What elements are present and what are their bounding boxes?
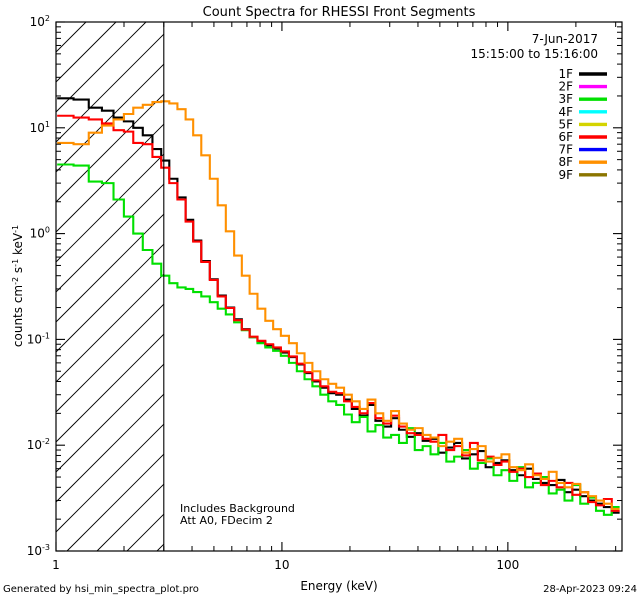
observation-info: 7-Jun-2017 15:15:00 to 15:16:00	[471, 32, 598, 61]
y-label-sup-3: -1	[11, 225, 20, 233]
y-tick-label: 102	[30, 14, 50, 29]
hatch-line	[55, 333, 165, 443]
hatch-line	[55, 363, 165, 473]
x-axis-label: Energy (keV)	[300, 579, 377, 593]
legend-label-3F: 3F	[558, 92, 573, 106]
y-tick-mantissa: 10	[27, 332, 42, 346]
y-tick-mantissa: 10	[27, 544, 42, 558]
svg-text:counts cm-2 s-1 keV-1: counts cm-2 s-1 keV-1	[11, 225, 25, 347]
hatch-line	[55, 63, 165, 173]
hatch-line	[55, 213, 165, 323]
footer-generated-by: Generated by hsi_min_spectra_plot.pro	[3, 584, 199, 595]
hatch-line	[55, 303, 165, 413]
x-axis-ticks: 1 10 100	[52, 22, 617, 572]
y-tick-mantissa: 10	[30, 227, 45, 241]
legend-label-7F: 7F	[558, 143, 573, 157]
hatch-line	[55, 33, 165, 143]
y-tick-mantissa: 10	[27, 438, 42, 452]
y-tick-exponent: -3	[42, 543, 50, 552]
series-line-1F	[57, 97, 620, 514]
hatch-line	[55, 153, 165, 263]
legend-label-5F: 5F	[558, 117, 573, 131]
x-tick-label: 1	[52, 558, 60, 572]
y-axis-label: counts cm-2 s-1 keV-1	[11, 225, 25, 347]
observation-date: 7-Jun-2017	[532, 32, 598, 46]
note-includes-background: Includes Background	[180, 502, 295, 515]
hatch-line	[66, 453, 165, 552]
y-tick-label: 101	[30, 120, 50, 135]
hatch-line	[156, 543, 165, 552]
y-tick-label: 100	[30, 226, 50, 241]
hatch-line	[55, 243, 165, 353]
series-line-6F	[57, 114, 620, 512]
hatch-line	[55, 273, 165, 383]
hatch-line	[126, 513, 165, 552]
series-line-3F	[57, 163, 620, 516]
y-tick-exponent: 1	[45, 120, 50, 129]
footer-timestamp: 28-Apr-2023 09:24	[543, 584, 637, 595]
x-tick-label: 100	[496, 558, 519, 572]
low-energy-hatched-region	[55, 21, 165, 552]
hatch-line	[55, 123, 165, 233]
y-label-part-2: s	[11, 267, 25, 277]
hatch-line	[55, 21, 147, 113]
series-line-8F	[57, 100, 620, 510]
plot-frame	[55, 21, 623, 552]
legend-label-2F: 2F	[558, 80, 573, 94]
y-tick-mantissa: 10	[30, 121, 45, 135]
y-tick-exponent: 2	[45, 14, 50, 23]
y-label-sup-2: -1	[11, 259, 20, 267]
y-label-sup-1: -2	[11, 277, 20, 285]
hatch-line	[55, 423, 165, 533]
y-label-part-1: counts cm	[11, 285, 25, 347]
legend-label-8F: 8F	[558, 155, 573, 169]
hatch-line	[55, 21, 87, 53]
hatch-line	[55, 183, 165, 293]
plot-notes: Includes Background Att A0, FDecim 2	[180, 502, 295, 527]
y-label-part-3: keV	[11, 232, 25, 259]
y-tick-exponent: -1	[42, 331, 50, 340]
y-tick-label: 10-2	[27, 437, 50, 452]
x-tick-label: 10	[274, 558, 289, 572]
chart-title: Count Spectra for RHESSI Front Segments	[203, 5, 476, 20]
y-tick-exponent: -2	[42, 437, 50, 446]
hatch-line	[55, 393, 165, 503]
spectra-series-group	[57, 97, 620, 516]
legend-label-9F: 9F	[558, 168, 573, 182]
hatch-line	[96, 483, 165, 552]
y-tick-label: 10-1	[27, 331, 50, 346]
legend-label-1F: 1F	[558, 67, 573, 81]
y-tick-label: 10-3	[27, 543, 50, 558]
y-tick-exponent: 0	[45, 226, 50, 235]
hatch-line	[55, 21, 117, 83]
y-tick-mantissa: 10	[30, 15, 45, 29]
hatch-line	[55, 93, 165, 203]
legend-label-6F: 6F	[558, 130, 573, 144]
note-attenuator: Att A0, FDecim 2	[180, 514, 273, 527]
legend-label-4F: 4F	[558, 105, 573, 119]
observation-time-range: 15:15:00 to 15:16:00	[471, 47, 598, 61]
